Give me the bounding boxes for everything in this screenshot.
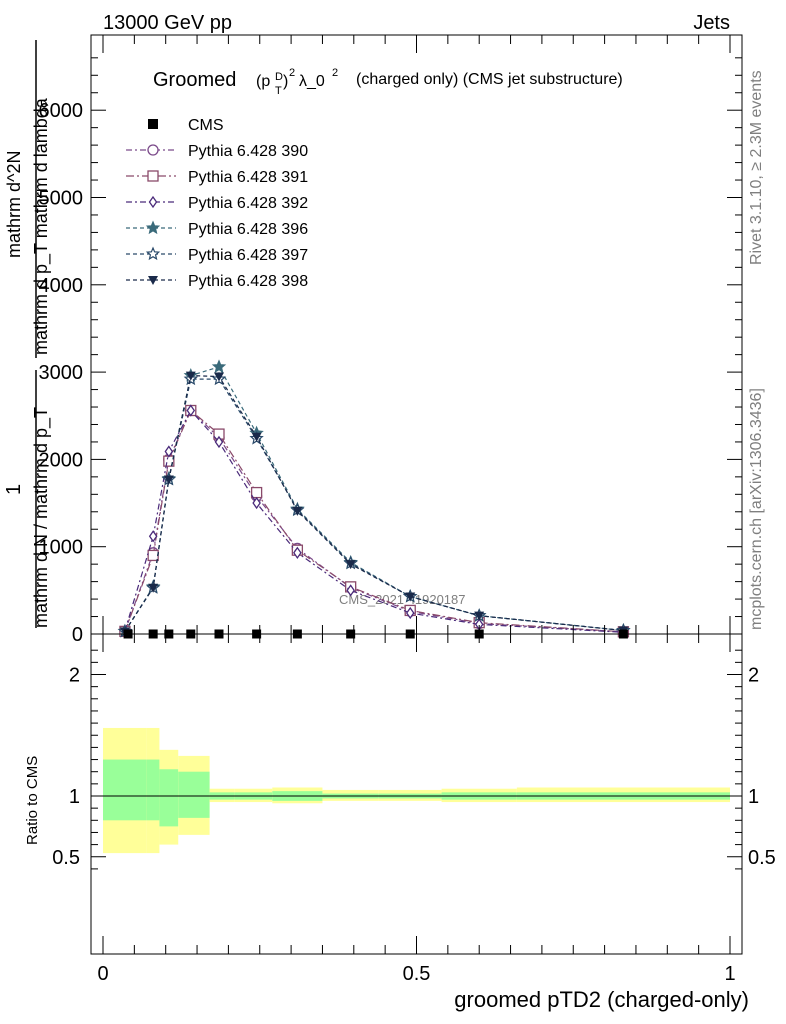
rivet-version-label: Rivet 3.1.10, ≥ 2.3M events xyxy=(748,70,765,265)
ratio-tick-label: 0.5 xyxy=(52,847,80,869)
y-tick-label: 0 xyxy=(72,624,83,646)
legend-label: Pythia 6.428 390 xyxy=(188,143,308,160)
legend-marker xyxy=(147,170,159,182)
plot-title-prefix: Groomed xyxy=(153,69,236,91)
ratio-y-axis-label: Ratio to CMS xyxy=(24,756,41,845)
mc-point xyxy=(164,445,174,458)
legend-marker xyxy=(148,276,158,285)
ratio-band-green xyxy=(146,759,160,821)
legend-entry: Pythia 6.428 391 xyxy=(126,169,308,186)
mc-point xyxy=(405,606,415,620)
x-axis-label: groomed pTD2 (charged-only) xyxy=(454,987,749,1012)
ratio-tick-label-right: 2 xyxy=(748,665,759,687)
ratio-band-green xyxy=(103,759,147,821)
main-y-axis-label: mathrm d^2N mathrm d p_T mathrm d lambda… xyxy=(3,40,52,628)
axes-ticks: 1000 2000 3000 4000 5000 6000 0 0 0.5 1 0.5 0.5 1 1 2 2 xyxy=(39,35,776,985)
mc-point xyxy=(474,611,485,621)
legend-marker xyxy=(148,195,158,209)
y-tick-label: 4000 xyxy=(39,275,84,297)
x-tick-label: 0 xyxy=(97,963,108,985)
mc-point xyxy=(346,584,355,597)
legend-label: CMS xyxy=(188,117,224,134)
legend-entry: Pythia 6.428 390 xyxy=(126,143,308,160)
analysis-watermark: CMS_2021_I1920187 xyxy=(339,592,466,607)
mc-series-group xyxy=(117,359,631,639)
process-label: Jets xyxy=(693,12,730,34)
legend-entry: CMS xyxy=(148,117,224,134)
legend-label: Pythia 6.428 398 xyxy=(188,273,308,290)
svg-text:): ) xyxy=(283,73,288,90)
mc-point xyxy=(185,371,196,381)
energy-label: 13000 GeV pp xyxy=(103,12,232,34)
legend-entry: Pythia 6.428 397 xyxy=(126,246,308,264)
mc-point xyxy=(292,506,303,516)
svg-text:2: 2 xyxy=(332,67,338,79)
ratio-tick-label: 1 xyxy=(69,786,80,808)
plot-title-suffix: (charged only) (CMS jet substructure) xyxy=(356,71,623,88)
svg-text:λ_0: λ_0 xyxy=(299,73,325,90)
svg-text:D: D xyxy=(275,71,283,83)
mc-point xyxy=(214,435,224,449)
mc-point xyxy=(405,592,416,602)
svg-text:(p: (p xyxy=(256,73,270,90)
mcplots-label: mcplots.cern.ch [arXiv:1306.3436] xyxy=(748,388,765,630)
y-tick-label: 6000 xyxy=(39,100,84,122)
legend-label: Pythia 6.428 396 xyxy=(188,221,308,238)
y-label-prefix: 1 xyxy=(3,484,25,495)
ratio-band-green xyxy=(159,769,179,827)
legend-marker xyxy=(145,246,161,261)
mc-point xyxy=(345,560,356,570)
x-tick-label: 0.5 xyxy=(403,963,431,985)
y-label-bottom: mathrm d N / mathrm d p_T xyxy=(31,407,52,628)
svg-text:T: T xyxy=(275,85,282,97)
legend-entry: Pythia 6.428 398 xyxy=(126,273,308,290)
ratio-band-green xyxy=(178,771,210,818)
y-label-numerator: mathrm d^2N xyxy=(4,151,24,258)
legend-entry: Pythia 6.428 392 xyxy=(126,195,308,212)
plot-title: Groomed (p D T ) 2 λ_0 2 (charged only) … xyxy=(153,67,623,97)
y-tick-label: 2000 xyxy=(39,449,84,471)
mc-point xyxy=(163,475,174,485)
ratio-bands xyxy=(103,727,730,854)
mc-point xyxy=(211,359,227,373)
mc-point xyxy=(148,583,159,593)
x-tick-label: 1 xyxy=(724,963,735,985)
mc-series-line xyxy=(124,409,624,633)
mc-point xyxy=(186,404,196,417)
legend-marker xyxy=(145,220,161,235)
legend: CMS Pythia 6.428 390 Pythia 6.428 391 Pythi… xyxy=(126,117,308,290)
mc-point xyxy=(293,546,302,559)
legend-label: Pythia 6.428 392 xyxy=(188,195,308,212)
mc-point xyxy=(250,486,263,499)
ratio-tick-label: 2 xyxy=(69,665,80,687)
y-tick-label: 1000 xyxy=(39,537,84,559)
ratio-tick-label-right: 1 xyxy=(748,786,759,808)
mc-point xyxy=(148,530,158,543)
ratio-tick-label-right: 0.5 xyxy=(748,847,776,869)
y-tick-label: 3000 xyxy=(39,362,84,384)
plot-title-formula: (p D T ) 2 λ_0 2 xyxy=(256,67,338,97)
legend-label: Pythia 6.428 391 xyxy=(188,169,308,186)
y-tick-label: 5000 xyxy=(39,188,84,210)
y-label-denominator: mathrm d p_T mathrm d lambda xyxy=(31,97,52,355)
mc-point xyxy=(252,496,261,510)
legend-marker-cms xyxy=(148,119,158,129)
mc-point xyxy=(213,372,224,382)
mc-point xyxy=(251,432,262,442)
legend-entry: Pythia 6.428 396 xyxy=(126,220,308,238)
legend-marker xyxy=(147,144,159,156)
svg-text:2: 2 xyxy=(289,67,295,79)
legend-label: Pythia 6.428 397 xyxy=(188,247,308,264)
